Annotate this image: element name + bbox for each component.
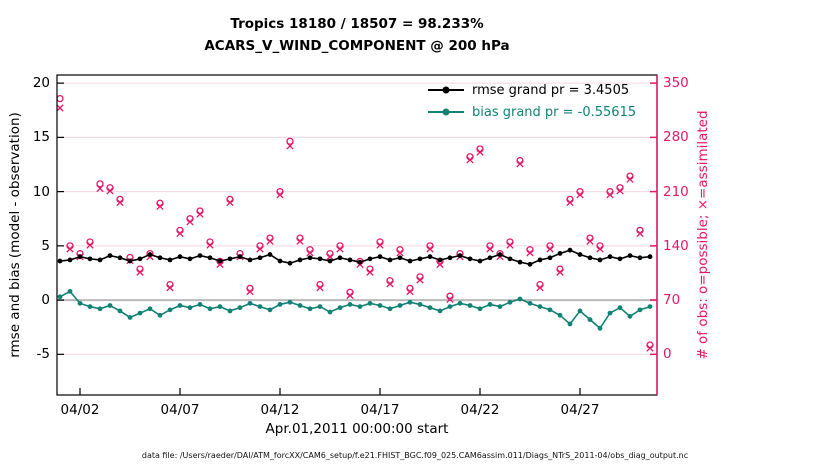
title-line2: ACARS_V_WIND_COMPONENT @ 200 hPa bbox=[204, 38, 510, 54]
title-line1: Tropics 18180 / 18507 = 98.233% bbox=[230, 16, 484, 32]
plot-title: Tropics 18180 / 18507 = 98.233% ACARS_V_… bbox=[57, 13, 657, 57]
left-tick-label: -5 bbox=[36, 346, 50, 363]
left-tick-label: 5 bbox=[41, 237, 50, 254]
legend: rmse grand pr = 3.4505 bias grand pr = -… bbox=[428, 79, 636, 123]
bias-line-swatch bbox=[428, 107, 464, 118]
legend-item-rmse: rmse grand pr = 3.4505 bbox=[428, 79, 636, 101]
right-tick-label: 70 bbox=[663, 292, 681, 309]
x-axis-label: Apr.01,2011 00:00:00 start bbox=[265, 421, 449, 437]
left-tick-label: 20 bbox=[32, 75, 50, 92]
rmse-line-swatch bbox=[428, 85, 464, 96]
legend-label-bias: bias grand pr = -0.55615 bbox=[472, 104, 637, 120]
right-tick-label: 280 bbox=[663, 129, 689, 146]
right-axis-label: # of obs: o=possible; ×=assimilated bbox=[695, 110, 711, 360]
x-tick-label: 04/27 bbox=[560, 402, 600, 418]
data-file-caption: data file: /Users/raeder/DAI/ATM_forcXX/… bbox=[141, 451, 689, 460]
x-tick-label: 04/17 bbox=[360, 402, 400, 418]
legend-item-bias: bias grand pr = -0.55615 bbox=[428, 101, 636, 123]
left-tick-label: 15 bbox=[32, 129, 50, 146]
right-tick-label: 210 bbox=[663, 183, 689, 200]
right-tick-label: 140 bbox=[663, 237, 689, 254]
x-tick-label: 04/07 bbox=[160, 402, 200, 418]
left-tick-label: 10 bbox=[32, 183, 50, 200]
x-tick-label: 04/02 bbox=[60, 402, 100, 418]
right-tick-label: 0 bbox=[663, 346, 672, 363]
legend-label-rmse: rmse grand pr = 3.4505 bbox=[472, 82, 630, 98]
x-tick-label: 04/22 bbox=[460, 402, 500, 418]
left-axis-label: rmse and bias (model - observation) bbox=[7, 112, 23, 358]
x-tick-label: 04/12 bbox=[260, 402, 300, 418]
right-tick-label: 350 bbox=[663, 75, 689, 92]
left-tick-label: 0 bbox=[41, 292, 50, 309]
